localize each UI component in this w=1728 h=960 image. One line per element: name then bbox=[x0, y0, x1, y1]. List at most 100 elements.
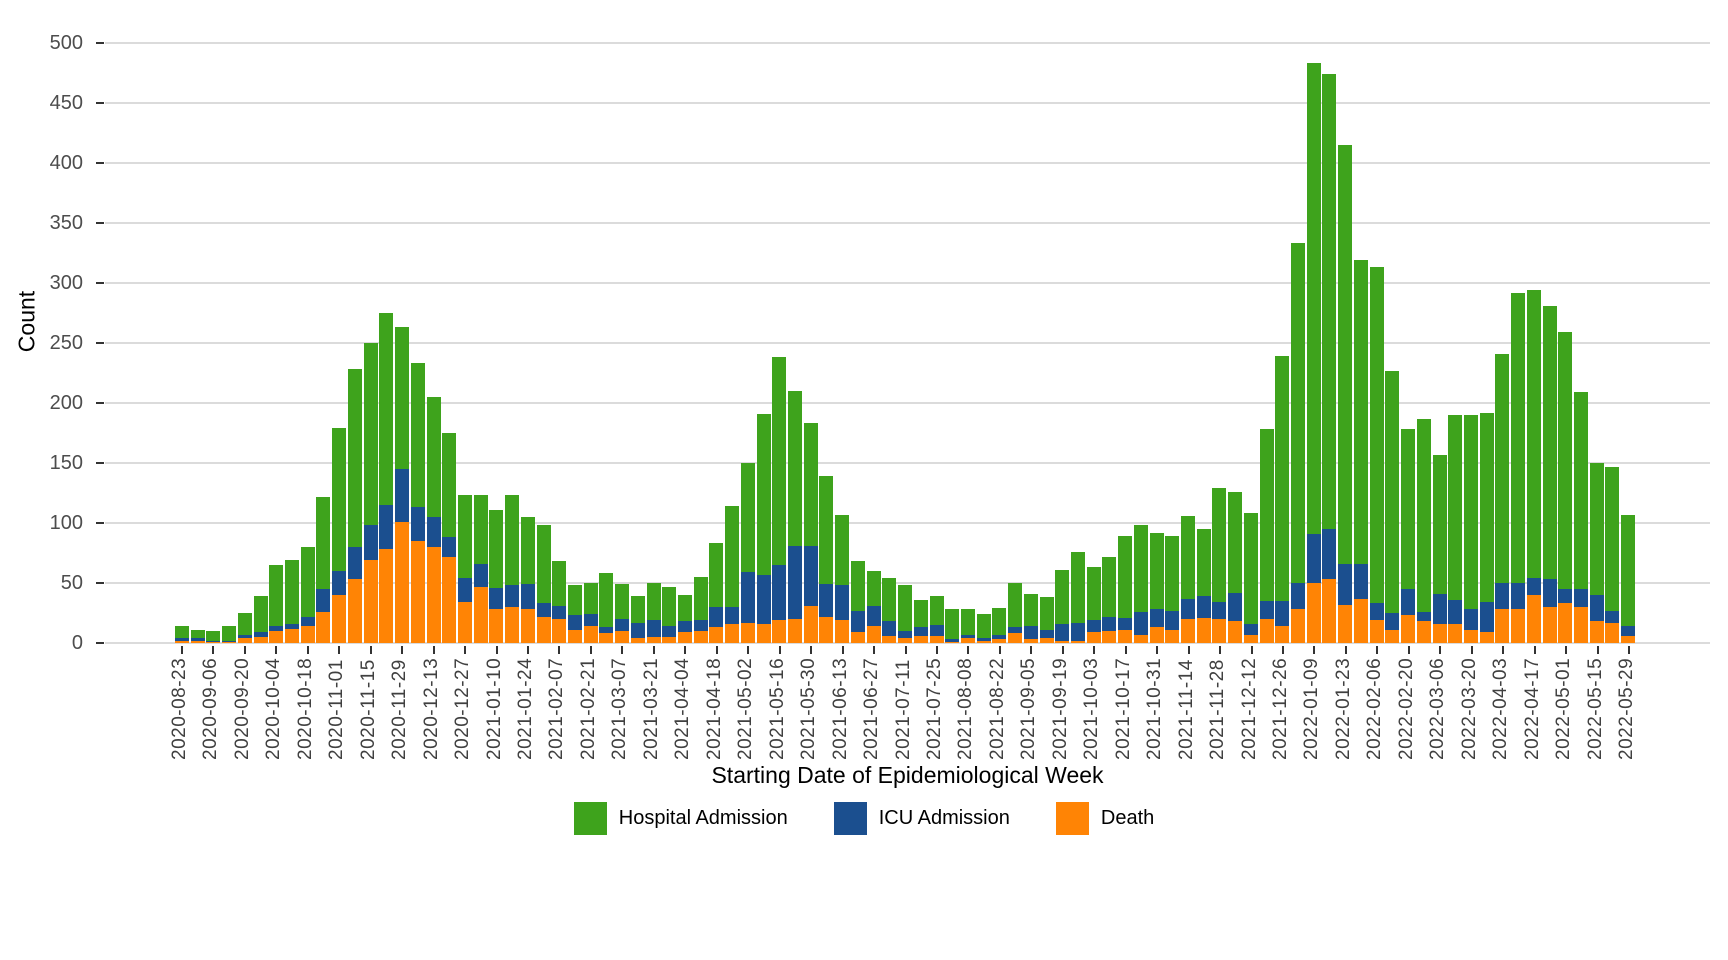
x-tick-label-2021-10-31: 2021-10-31 bbox=[1144, 657, 1166, 760]
x-tick-mark-2022-03-06 bbox=[1439, 646, 1442, 654]
segment-hospital-admission-2021-09-19 bbox=[1055, 569, 1070, 624]
x-tick-label-2022-04-03: 2022-04-03 bbox=[1490, 657, 1512, 760]
y-tick-label-400: 400 bbox=[49, 152, 83, 174]
x-tick-label-2020-12-27: 2020-12-27 bbox=[452, 657, 474, 760]
segment-death-2022-01-30 bbox=[1353, 598, 1368, 643]
segment-icu-admission-2022-05-22 bbox=[1605, 610, 1620, 623]
segment-icu-admission-2021-01-03 bbox=[473, 563, 488, 587]
y-tick-mark-300 bbox=[96, 282, 104, 284]
y-tick-mark-0 bbox=[96, 642, 104, 644]
segment-death-2020-10-04 bbox=[269, 631, 284, 643]
bar-2020-09-13 bbox=[222, 626, 237, 643]
segment-hospital-admission-2020-10-25 bbox=[316, 496, 331, 590]
segment-icu-admission-2021-04-25 bbox=[725, 607, 740, 624]
segment-death-2022-05-15 bbox=[1589, 621, 1604, 643]
x-tick-label-2021-05-30: 2021-05-30 bbox=[798, 657, 820, 760]
y-tick-label-250: 250 bbox=[49, 332, 83, 354]
segment-hospital-admission-2022-01-23 bbox=[1338, 145, 1353, 564]
x-tick-mark-2020-11-15 bbox=[369, 646, 372, 654]
gridline-450 bbox=[105, 102, 1710, 104]
segment-hospital-admission-2021-11-14 bbox=[1181, 515, 1195, 599]
x-tick-mark-2021-12-12 bbox=[1250, 646, 1253, 654]
segment-icu-admission-2021-02-07 bbox=[552, 605, 567, 619]
segment-death-2021-01-24 bbox=[520, 609, 535, 643]
segment-icu-admission-2021-08-15 bbox=[976, 638, 991, 641]
segment-hospital-admission-2021-01-31 bbox=[536, 525, 551, 604]
segment-hospital-admission-2021-01-24 bbox=[520, 517, 535, 585]
segment-death-2021-01-10 bbox=[489, 609, 504, 643]
segment-death-2020-08-23 bbox=[175, 640, 189, 643]
segment-death-2022-03-27 bbox=[1479, 632, 1494, 643]
segment-death-2021-04-04 bbox=[678, 632, 692, 643]
bar-2021-02-07 bbox=[552, 561, 567, 643]
bar-2021-01-17 bbox=[505, 495, 520, 643]
legend-label-hospital-admission: Hospital Admission bbox=[618, 807, 788, 829]
bar-2020-11-01 bbox=[332, 428, 347, 643]
segment-icu-admission-2021-09-19 bbox=[1055, 623, 1070, 641]
segment-hospital-admission-2021-05-16 bbox=[772, 357, 787, 566]
segment-death-2022-05-29 bbox=[1621, 635, 1636, 643]
segment-death-2022-02-20 bbox=[1401, 615, 1416, 643]
bar-2021-03-14 bbox=[630, 596, 645, 643]
segment-icu-admission-2021-05-02 bbox=[740, 572, 755, 623]
bar-2020-08-23 bbox=[175, 626, 189, 643]
segment-death-2021-08-08 bbox=[960, 638, 975, 643]
y-tick-mark-400 bbox=[96, 162, 104, 164]
bar-2021-07-04 bbox=[882, 578, 897, 643]
x-tick-label-2021-07-11: 2021-07-11 bbox=[892, 659, 914, 760]
y-tick-label-150: 150 bbox=[49, 452, 83, 474]
segment-death-2022-03-06 bbox=[1432, 623, 1447, 643]
segment-icu-admission-2022-03-20 bbox=[1463, 609, 1478, 630]
segment-icu-admission-2021-01-10 bbox=[489, 587, 504, 610]
bar-2022-01-02 bbox=[1291, 243, 1306, 643]
segment-death-2021-04-11 bbox=[693, 631, 708, 643]
segment-death-2021-11-07 bbox=[1165, 629, 1180, 643]
segment-death-2022-05-22 bbox=[1605, 622, 1620, 643]
x-axis-title: Starting Date of Epidemiological Week bbox=[711, 762, 1104, 788]
legend-label-death: Death bbox=[1100, 807, 1155, 829]
bar-2021-11-21 bbox=[1196, 529, 1211, 643]
segment-hospital-admission-2020-12-06 bbox=[410, 363, 425, 508]
x-tick-label-2021-10-03: 2021-10-03 bbox=[1081, 657, 1103, 760]
x-tick-label-2021-04-04: 2021-04-04 bbox=[672, 657, 694, 760]
segment-hospital-admission-2021-06-06 bbox=[819, 476, 834, 585]
segment-hospital-admission-2021-05-02 bbox=[740, 463, 755, 573]
segment-icu-admission-2020-12-20 bbox=[442, 537, 457, 557]
x-tick-label-2021-04-18: 2021-04-18 bbox=[703, 657, 725, 760]
segment-hospital-admission-2021-09-05 bbox=[1023, 593, 1038, 627]
segment-death-2022-01-16 bbox=[1322, 579, 1337, 643]
segment-hospital-admission-2021-06-20 bbox=[850, 561, 865, 611]
x-tick-mark-2020-11-29 bbox=[401, 646, 404, 654]
segment-icu-admission-2021-12-19 bbox=[1259, 601, 1274, 619]
segment-hospital-admission-2021-11-21 bbox=[1196, 529, 1211, 597]
segment-hospital-admission-2021-10-31 bbox=[1149, 532, 1164, 610]
x-tick-mark-2020-12-13 bbox=[432, 646, 435, 654]
segment-icu-admission-2021-01-17 bbox=[505, 585, 520, 607]
segment-hospital-admission-2020-09-20 bbox=[237, 613, 252, 635]
x-tick-mark-2021-03-07 bbox=[621, 646, 624, 654]
bar-2021-05-16 bbox=[772, 357, 787, 643]
segment-hospital-admission-2022-01-16 bbox=[1322, 74, 1337, 530]
segment-icu-admission-2021-05-16 bbox=[772, 565, 787, 621]
y-tick-label-300: 300 bbox=[49, 272, 83, 294]
bar-2022-01-23 bbox=[1338, 145, 1353, 643]
segment-hospital-admission-2020-11-15 bbox=[363, 343, 378, 526]
gridline-150 bbox=[105, 462, 1710, 464]
x-tick-label-2021-06-27: 2021-06-27 bbox=[861, 657, 883, 760]
segment-hospital-admission-2021-01-10 bbox=[489, 509, 504, 588]
segment-icu-admission-2021-08-08 bbox=[960, 634, 975, 639]
bar-2022-05-01 bbox=[1558, 332, 1573, 643]
segment-icu-admission-2021-11-28 bbox=[1212, 602, 1227, 619]
segment-hospital-admission-2021-06-13 bbox=[835, 514, 850, 586]
y-tick-label-100: 100 bbox=[49, 512, 83, 534]
bar-2021-05-02 bbox=[740, 463, 755, 643]
y-tick-mark-250 bbox=[96, 342, 104, 344]
segment-hospital-admission-2021-08-01 bbox=[945, 609, 960, 640]
segment-death-2020-10-18 bbox=[300, 626, 315, 643]
segment-hospital-admission-2021-07-25 bbox=[929, 596, 944, 626]
bar-2022-05-22 bbox=[1605, 466, 1620, 643]
gridline-200 bbox=[105, 402, 1710, 404]
segment-icu-admission-2020-08-30 bbox=[190, 638, 205, 641]
segment-icu-admission-2020-09-06 bbox=[206, 640, 221, 642]
x-tick-mark-2022-01-23 bbox=[1344, 646, 1347, 654]
